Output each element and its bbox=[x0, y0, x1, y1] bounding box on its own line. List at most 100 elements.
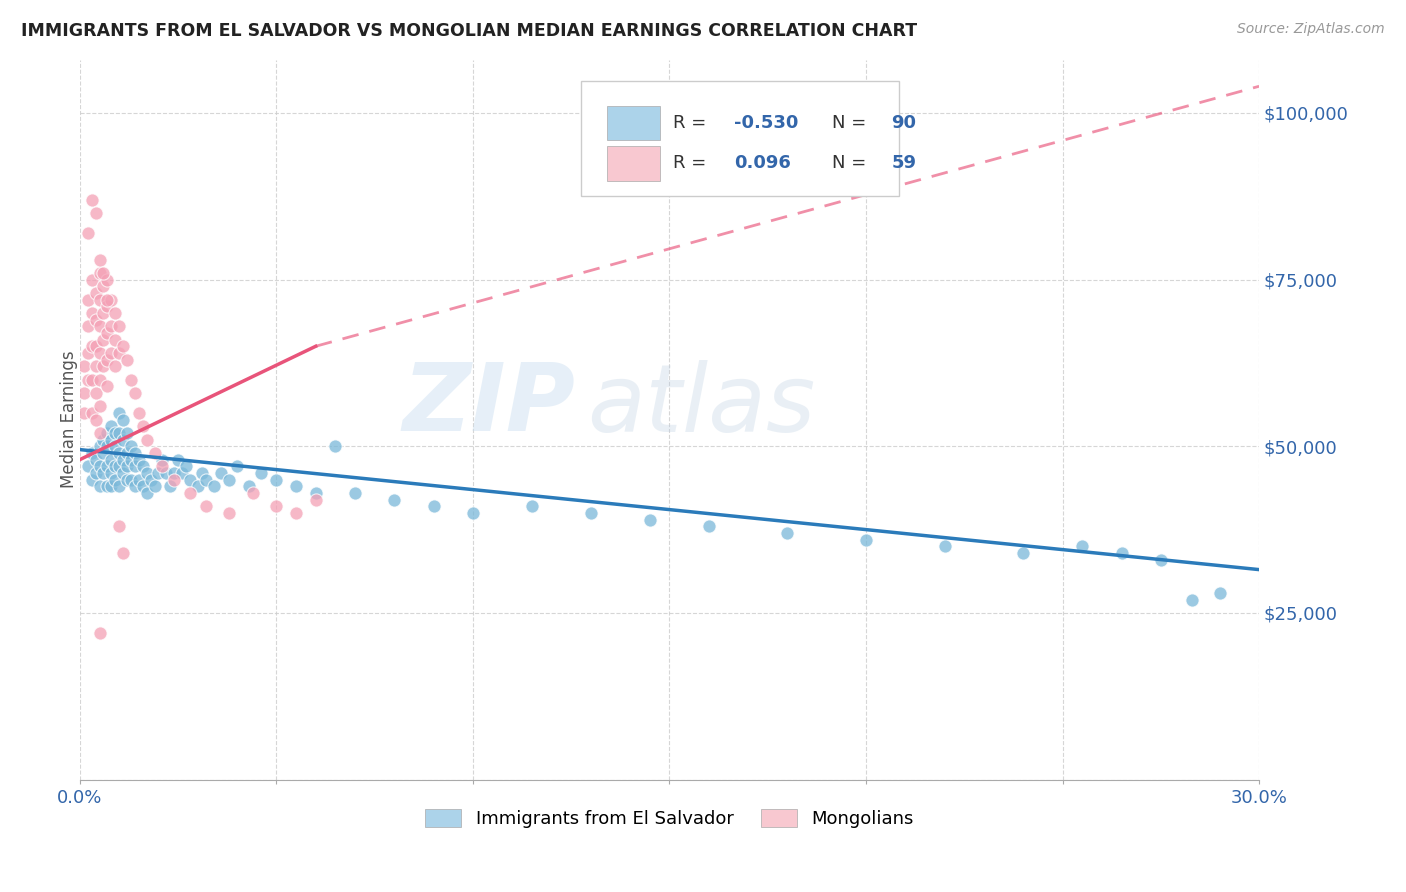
Point bbox=[84, 452, 107, 467]
Point bbox=[174, 459, 197, 474]
Point bbox=[344, 486, 367, 500]
Point bbox=[115, 473, 138, 487]
Point bbox=[285, 479, 308, 493]
Point bbox=[108, 519, 131, 533]
Point bbox=[135, 433, 157, 447]
Point bbox=[238, 479, 260, 493]
Point bbox=[104, 359, 127, 374]
Point bbox=[167, 452, 190, 467]
Point bbox=[108, 459, 131, 474]
Point bbox=[100, 293, 122, 307]
Point bbox=[80, 193, 103, 207]
Point bbox=[89, 459, 111, 474]
Point bbox=[84, 386, 107, 401]
Point bbox=[84, 412, 107, 426]
Point bbox=[305, 486, 328, 500]
Point bbox=[108, 479, 131, 493]
Point bbox=[96, 272, 118, 286]
Point bbox=[128, 406, 150, 420]
Point bbox=[1209, 586, 1232, 600]
Point bbox=[249, 466, 271, 480]
Point bbox=[84, 466, 107, 480]
Point bbox=[89, 266, 111, 280]
Point bbox=[93, 466, 115, 480]
Point bbox=[96, 459, 118, 474]
Point bbox=[80, 446, 103, 460]
Point bbox=[112, 339, 135, 353]
Point bbox=[120, 439, 142, 453]
FancyBboxPatch shape bbox=[581, 81, 900, 196]
Point bbox=[112, 466, 135, 480]
Point bbox=[100, 466, 122, 480]
Point bbox=[202, 479, 225, 493]
Point bbox=[76, 346, 98, 360]
Point bbox=[108, 425, 131, 440]
Point bbox=[120, 473, 142, 487]
Point bbox=[163, 473, 186, 487]
Point bbox=[89, 373, 111, 387]
Point bbox=[135, 466, 157, 480]
Text: atlas: atlas bbox=[586, 359, 815, 450]
Point bbox=[84, 312, 107, 326]
Point bbox=[84, 206, 107, 220]
Point bbox=[112, 412, 135, 426]
Point bbox=[100, 419, 122, 434]
Point bbox=[76, 319, 98, 334]
Point bbox=[218, 506, 240, 520]
Point bbox=[108, 406, 131, 420]
Point bbox=[1150, 552, 1173, 566]
Point bbox=[89, 346, 111, 360]
Point bbox=[96, 326, 118, 340]
Point bbox=[305, 492, 328, 507]
Point bbox=[93, 279, 115, 293]
Point bbox=[120, 452, 142, 467]
Point bbox=[104, 473, 127, 487]
Y-axis label: Median Earnings: Median Earnings bbox=[60, 351, 77, 489]
Point bbox=[93, 433, 115, 447]
Point bbox=[132, 459, 155, 474]
Point bbox=[93, 359, 115, 374]
FancyBboxPatch shape bbox=[607, 146, 659, 180]
Point bbox=[84, 285, 107, 300]
Point bbox=[89, 252, 111, 267]
Point bbox=[112, 433, 135, 447]
Point bbox=[112, 452, 135, 467]
Point bbox=[73, 406, 96, 420]
Point bbox=[89, 425, 111, 440]
Point bbox=[325, 439, 347, 453]
Point bbox=[179, 486, 201, 500]
Point bbox=[89, 293, 111, 307]
Point bbox=[179, 473, 201, 487]
Point bbox=[285, 506, 308, 520]
Point bbox=[579, 506, 602, 520]
Point bbox=[520, 500, 543, 514]
Point bbox=[76, 293, 98, 307]
Point bbox=[124, 446, 146, 460]
Point bbox=[96, 299, 118, 313]
Point bbox=[108, 446, 131, 460]
Point bbox=[100, 346, 122, 360]
Point bbox=[89, 319, 111, 334]
Legend: Immigrants from El Salvador, Mongolians: Immigrants from El Salvador, Mongolians bbox=[418, 802, 921, 836]
Point bbox=[96, 293, 118, 307]
Point bbox=[776, 525, 799, 540]
Point bbox=[124, 479, 146, 493]
Point bbox=[190, 466, 212, 480]
Point bbox=[266, 500, 288, 514]
Point bbox=[132, 419, 155, 434]
Point bbox=[108, 346, 131, 360]
Point bbox=[84, 359, 107, 374]
Point bbox=[96, 379, 118, 393]
Text: N =: N = bbox=[832, 114, 872, 132]
Point bbox=[80, 272, 103, 286]
Point bbox=[80, 473, 103, 487]
Point bbox=[209, 466, 232, 480]
Point bbox=[96, 425, 118, 440]
Point bbox=[93, 266, 115, 280]
Point bbox=[96, 439, 118, 453]
Point bbox=[148, 466, 170, 480]
Point bbox=[89, 439, 111, 453]
Point bbox=[132, 479, 155, 493]
Point bbox=[89, 399, 111, 413]
Point bbox=[93, 306, 115, 320]
